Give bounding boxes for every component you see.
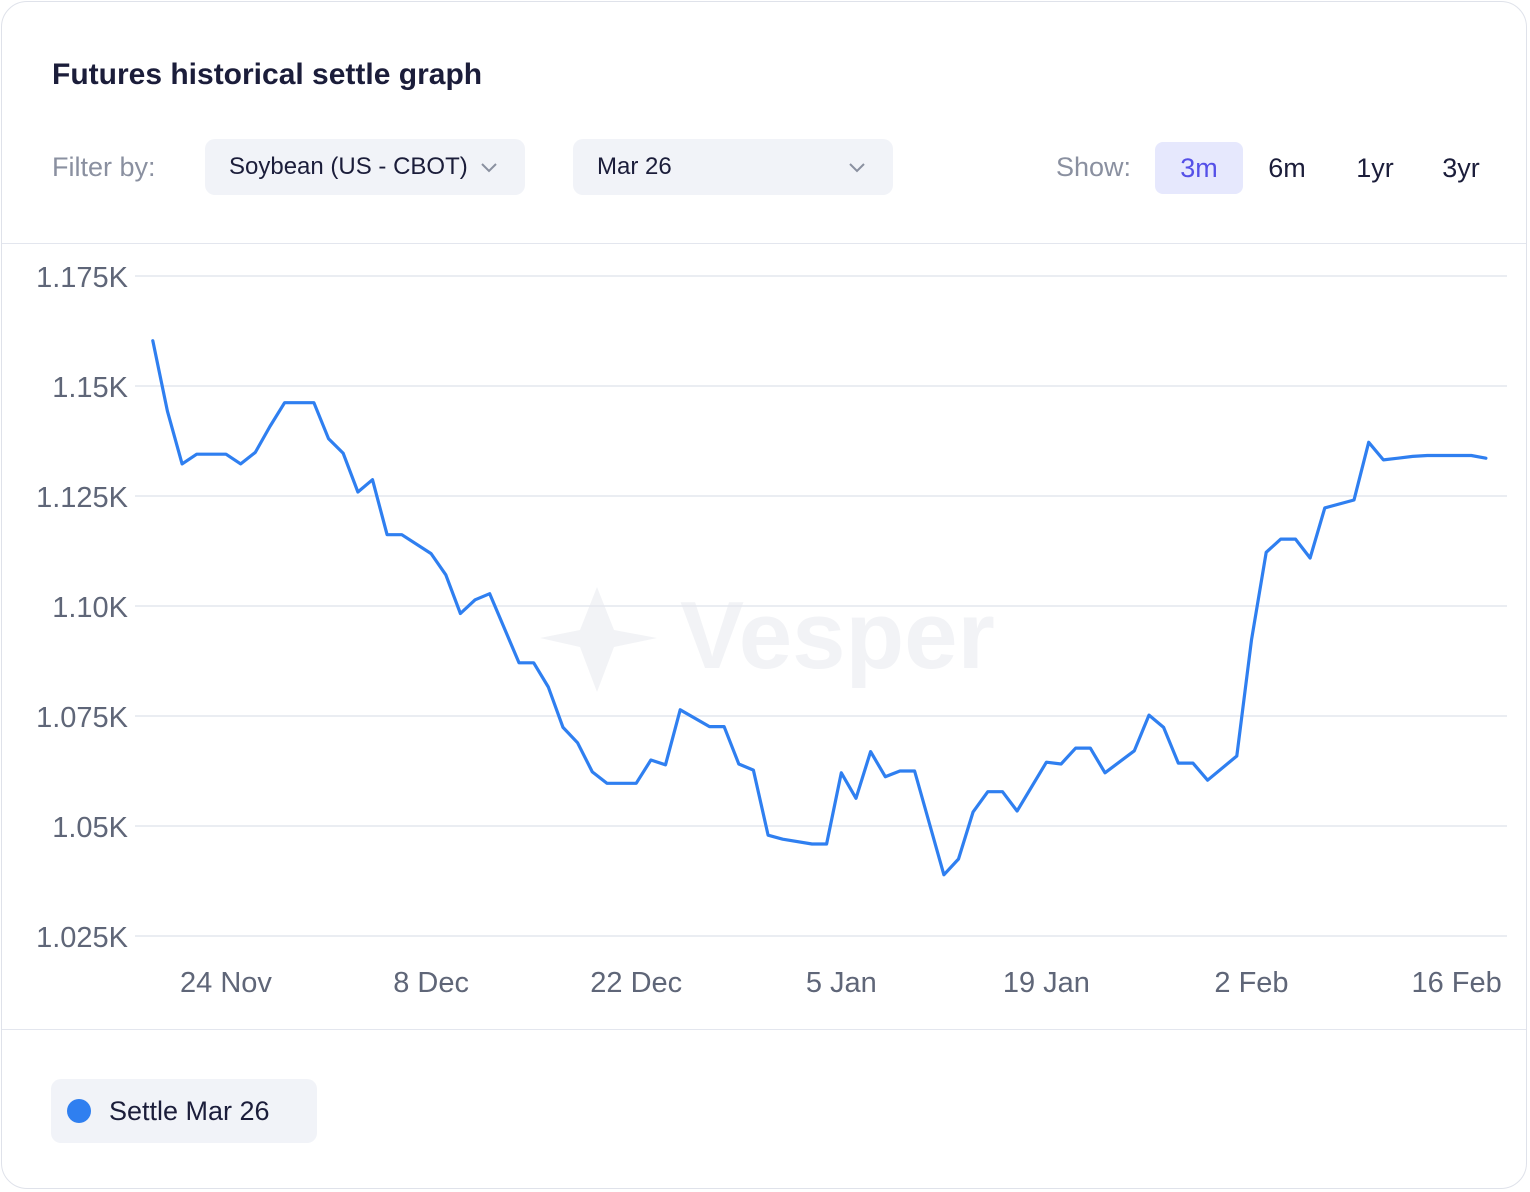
y-tick-label: 1.075K bbox=[36, 702, 129, 734]
y-tick-label: 1.125K bbox=[36, 482, 129, 514]
page-title: Futures historical settle graph bbox=[52, 58, 483, 91]
range-6m-button[interactable]: 6m bbox=[1268, 152, 1306, 183]
x-tick-label: 16 Feb bbox=[1411, 967, 1501, 999]
y-tick-label: 1.05K bbox=[52, 812, 128, 844]
svg-text:Vesper: Vesper bbox=[680, 582, 995, 689]
x-tick-label: 2 Feb bbox=[1214, 967, 1288, 999]
x-tick-label: 24 Nov bbox=[180, 967, 272, 999]
contract-select[interactable]: Mar 26 bbox=[573, 139, 893, 195]
x-tick-label: 8 Dec bbox=[393, 967, 469, 999]
line-chart: Vesper 1.025K 1.05K 1.075K 1.10K 1.125K 1.15K 1… bbox=[36, 262, 1507, 999]
header-divider bbox=[2, 243, 1526, 244]
footer-divider bbox=[2, 1029, 1526, 1030]
contract-select-value: Mar 26 bbox=[597, 153, 672, 180]
commodity-select-value: Soybean (US - CBOT) bbox=[229, 153, 468, 180]
range-1yr-button[interactable]: 1yr bbox=[1356, 152, 1394, 183]
range-3m-button[interactable]: 3m bbox=[1155, 142, 1243, 194]
filter-label: Filter by: bbox=[52, 152, 156, 182]
watermark: Vesper bbox=[540, 582, 995, 692]
y-tick-label: 1.10K bbox=[52, 592, 128, 624]
show-label: Show: bbox=[1056, 152, 1132, 182]
x-tick-label: 19 Jan bbox=[1003, 967, 1090, 999]
x-tick-label: 5 Jan bbox=[806, 967, 877, 999]
commodity-select[interactable]: Soybean (US - CBOT) bbox=[205, 139, 525, 195]
series-line[interactable] bbox=[151, 339, 1488, 877]
series-color-dot bbox=[67, 1099, 91, 1123]
range-3yr-button[interactable]: 3yr bbox=[1442, 152, 1480, 183]
x-tick-label: 22 Dec bbox=[590, 967, 682, 999]
chevron-down-icon bbox=[481, 163, 497, 173]
legend-item[interactable]: Settle Mar 26 bbox=[51, 1079, 317, 1143]
y-tick-label: 1.025K bbox=[36, 922, 129, 954]
y-tick-label: 1.15K bbox=[52, 372, 128, 404]
legend-label: Settle Mar 26 bbox=[109, 1095, 270, 1126]
chevron-down-icon bbox=[849, 163, 865, 173]
y-tick-label: 1.175K bbox=[36, 262, 129, 294]
